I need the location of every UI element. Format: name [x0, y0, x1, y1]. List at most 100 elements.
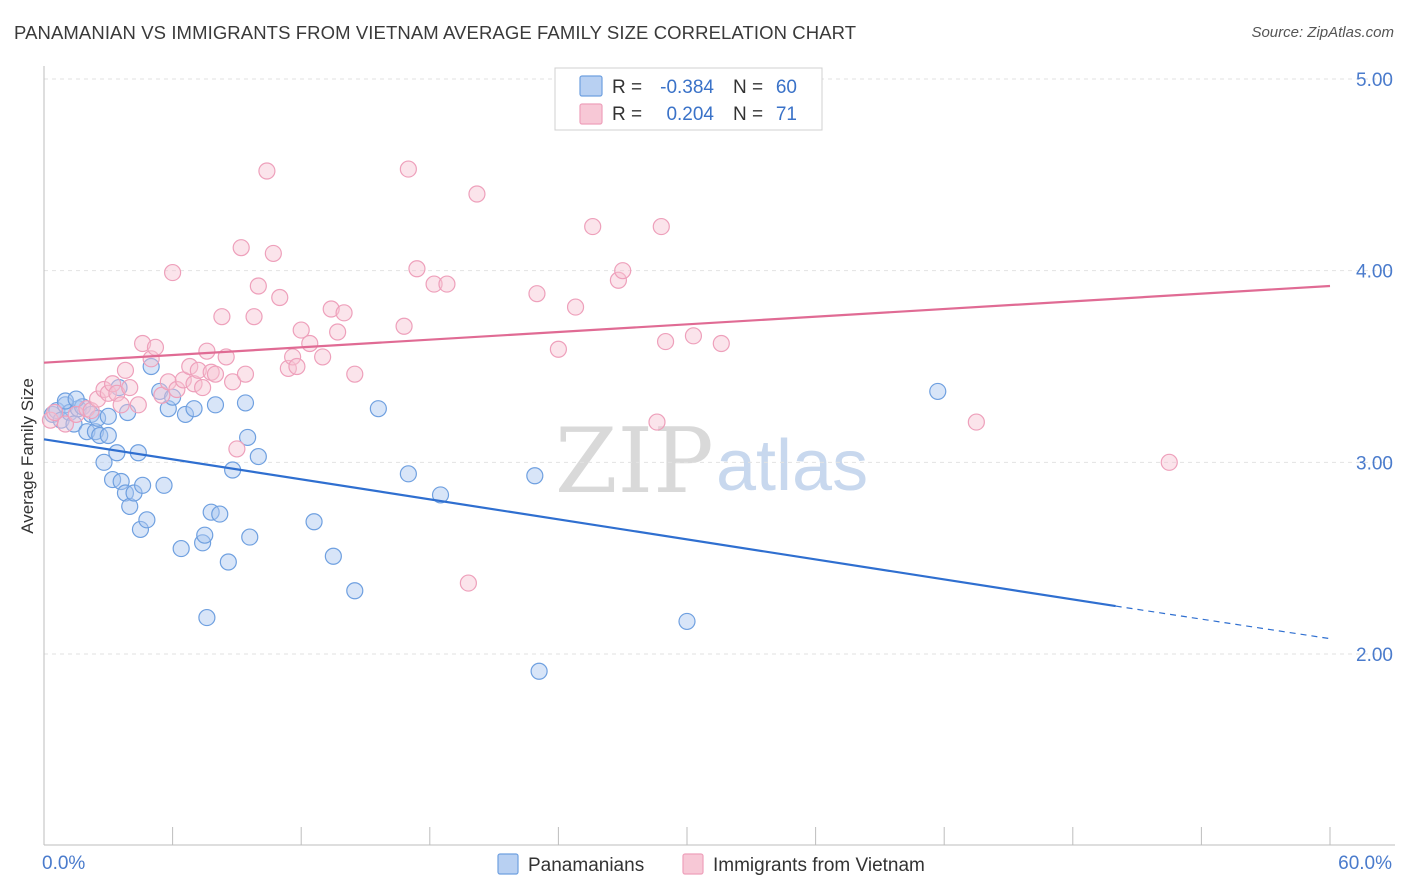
panamanian-point: [206, 396, 225, 414]
vietnam-point: [395, 317, 413, 335]
vietnam-point: [425, 275, 443, 293]
panamanian-point: [249, 447, 267, 466]
vietnam-point: [271, 288, 289, 307]
vietnam-point: [301, 334, 319, 353]
panamanian-point: [324, 547, 342, 565]
panamanian-point: [241, 528, 259, 546]
vietnam-point: [112, 396, 130, 414]
panamanian-point: [131, 520, 150, 539]
legend-swatch-pink: [579, 103, 603, 125]
legend-swatch-blue: [579, 75, 603, 97]
y-tick-label: 5.00: [1356, 70, 1393, 91]
trend-lines: [43, 284, 1331, 640]
vietnam-point: [712, 334, 730, 353]
watermark-atlas: atlas: [716, 426, 868, 506]
vietnam-point: [656, 332, 675, 351]
series-legend-label-vietnam: Immigrants from Vietnam: [713, 855, 925, 876]
panamanian-point: [369, 400, 387, 418]
series-panamanians-points: [43, 357, 947, 680]
panamanian-point: [399, 465, 417, 483]
vietnam-point: [329, 323, 347, 341]
vietnam-point: [684, 327, 703, 345]
x-tick-label-min: 0.0%: [42, 853, 85, 874]
panamanian-point: [346, 582, 364, 600]
vietnam-point: [438, 275, 456, 293]
y-tick-labels: 2.00 3.00 4.00 5.00: [1356, 70, 1393, 666]
series-legend-label-panamanians: Panamanians: [528, 855, 644, 876]
panamanian-point: [155, 476, 173, 494]
vietnam-point: [46, 403, 64, 422]
panamanian-point: [196, 526, 214, 544]
vietnam-point: [168, 380, 186, 399]
vietnam-point: [116, 361, 135, 379]
panamanian-point: [56, 392, 75, 410]
panamanian-point: [172, 539, 190, 558]
legend-n-label-1: N =: [733, 77, 763, 98]
vietnam-point: [129, 396, 147, 414]
vietnam-point: [88, 390, 107, 408]
vietnam-point: [468, 185, 486, 203]
panamanian-point: [219, 553, 237, 571]
panamanian-point: [526, 467, 544, 485]
vietnam-point: [408, 260, 426, 278]
panamanian-point: [99, 426, 117, 445]
vietnam-point: [609, 271, 628, 289]
axes: [43, 66, 1395, 846]
y-tick-label: 4.00: [1356, 262, 1393, 283]
vietnam-point: [1160, 453, 1178, 471]
legend-n-value-2: 71: [776, 104, 797, 125]
panamanian-point: [176, 405, 195, 424]
source-label: Source: ZipAtlas.com: [1251, 24, 1394, 41]
vietnam-point: [249, 277, 267, 295]
series-legend-swatch-vietnam: [682, 853, 704, 875]
chart-title: PANAMANIAN VS IMMIGRANTS FROM VIETNAM AV…: [14, 22, 857, 43]
panamanian-point: [99, 407, 117, 425]
panamanian-point: [929, 382, 947, 401]
vietnam-point: [146, 338, 165, 356]
vietnam-point: [121, 378, 139, 397]
vietnam-point: [224, 373, 242, 391]
vietnam-point: [181, 357, 199, 376]
vietnam-point: [189, 361, 207, 379]
panamanian-point: [678, 612, 696, 631]
vietnam-point: [185, 375, 203, 393]
vietnam-point: [335, 304, 353, 322]
vietnam-point: [264, 244, 282, 263]
vietnam-point: [103, 375, 122, 393]
vietnam-point: [288, 357, 306, 376]
vietnam-point: [652, 217, 670, 236]
vietnam-point: [528, 285, 546, 303]
trend-line-panamanians: [43, 438, 1116, 608]
vietnam-point: [584, 217, 602, 236]
legend-r-label-1: R =: [612, 77, 642, 98]
vietnam-point: [198, 342, 216, 360]
vietnam-point: [459, 574, 477, 592]
vietnam-point: [206, 365, 225, 383]
panamanian-point: [305, 513, 323, 531]
correlation-legend: R = -0.384 N = 60 R = 0.204 N = 71: [554, 67, 823, 131]
vietnam-point: [213, 308, 231, 326]
panamanian-point: [198, 608, 216, 627]
panamanian-point: [530, 662, 548, 680]
vietnam-point: [232, 239, 250, 257]
vietnam-point: [292, 321, 310, 339]
legend-n-label-2: N =: [733, 104, 763, 125]
y-tick-label: 2.00: [1356, 645, 1393, 666]
vietnam-point: [56, 415, 75, 433]
panamanian-point: [211, 505, 229, 523]
legend-r-label-2: R =: [612, 104, 642, 125]
trend-line-panamanians-extension: [1115, 605, 1331, 640]
panamanian-point: [133, 476, 152, 494]
series-legend-swatch-panamanians: [497, 853, 519, 875]
vietnam-point: [566, 298, 585, 316]
vietnam-point: [245, 308, 263, 326]
panamanian-point: [236, 394, 255, 412]
panamanian-point: [431, 486, 450, 504]
panamanian-point: [67, 390, 85, 408]
series-legend: Panamanians Immigrants from Vietnam: [497, 853, 925, 876]
vietnam-point: [322, 300, 340, 318]
panamanian-point: [239, 428, 257, 447]
panamanian-point: [108, 444, 126, 462]
vietnam-point: [228, 440, 246, 458]
